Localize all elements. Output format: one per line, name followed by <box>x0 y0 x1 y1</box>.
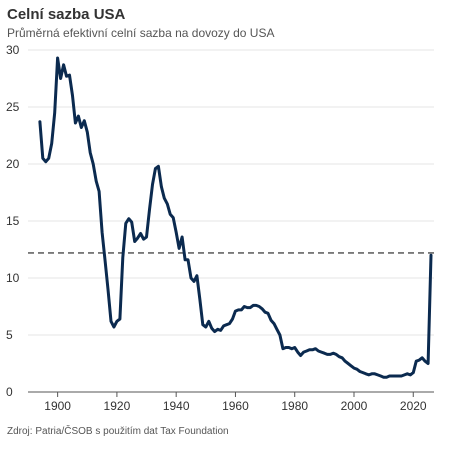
y-tick-label: 10 <box>6 271 20 285</box>
y-tick-label: 20 <box>6 157 20 171</box>
x-tick-label: 1940 <box>163 399 190 413</box>
tick-labels: 0 5 10 15 20 25 30 1900 1920 1940 1960 1980 2000 2020 <box>6 43 427 413</box>
chart-title: Celní sazba USA <box>7 6 126 23</box>
tariff-rate-series-line <box>38 56 433 379</box>
y-tick-label: 25 <box>6 100 20 114</box>
x-tick-label: 2020 <box>400 399 427 413</box>
y-tick-label: 15 <box>6 214 20 228</box>
y-tick-label: 0 <box>6 385 13 399</box>
y-tick-label: 30 <box>6 43 20 57</box>
source-note: Zdroj: Patria/ČSOB s použitím dat Tax Fo… <box>7 426 229 437</box>
axes <box>28 391 434 397</box>
y-tick-label: 5 <box>6 328 13 342</box>
x-tick-label: 1900 <box>44 399 71 413</box>
x-tick-label: 1960 <box>222 399 249 413</box>
x-tick-label: 1980 <box>281 399 308 413</box>
x-tick-label: 1920 <box>104 399 131 413</box>
series-lines <box>38 56 433 379</box>
chart-subtitle: Průměrná efektivní celní sazba na dovozy… <box>7 26 275 40</box>
grid-lines <box>28 49 434 336</box>
x-tick-label: 2000 <box>341 399 368 413</box>
